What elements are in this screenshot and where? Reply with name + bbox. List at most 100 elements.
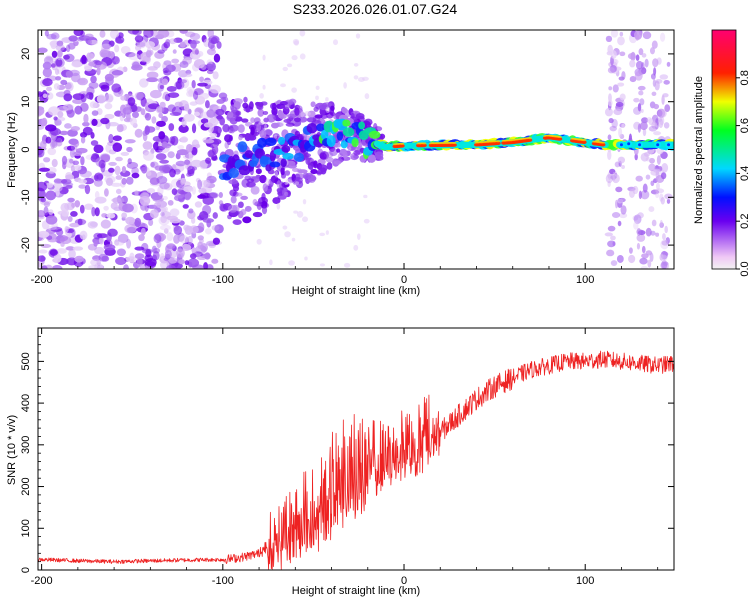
spectrogram-cell xyxy=(104,93,114,103)
spectrogram-cell xyxy=(53,83,60,91)
spectrogram-cell xyxy=(265,164,272,172)
spectrogram-cell xyxy=(639,121,648,131)
spectrogram-x-tick-label: -100 xyxy=(212,274,234,286)
spectrogram-cell xyxy=(190,159,203,168)
spectrogram-cell xyxy=(212,71,219,80)
spectrogram-x-tick-label: -200 xyxy=(31,274,53,286)
spectrogram-cell xyxy=(38,230,50,238)
spectrogram-cell xyxy=(167,151,175,159)
snr-y-tick-label: 0 xyxy=(20,567,32,573)
spectrogram-cell xyxy=(112,196,125,204)
spectrogram-cell xyxy=(255,101,263,110)
spectrogram-cell xyxy=(633,106,642,115)
spectrogram-cell xyxy=(613,108,623,116)
spectrogram-cell xyxy=(617,156,626,164)
spectrogram-cell xyxy=(96,94,106,104)
spectrogram-cell xyxy=(134,128,143,138)
spectrogram-cell xyxy=(243,106,254,113)
spectrogram-cell xyxy=(645,227,652,237)
spectrogram-cell xyxy=(650,230,656,236)
spectrogram-cell xyxy=(232,98,243,105)
spectrogram-cell xyxy=(204,228,212,235)
spectrogram-cell xyxy=(43,56,54,65)
spectrogram-cell xyxy=(182,204,189,209)
spectrogram-cell xyxy=(107,122,119,127)
spectrogram-cell xyxy=(70,144,78,151)
spectrogram-cell xyxy=(159,182,170,190)
spectrogram-cell xyxy=(194,201,203,208)
spectrogram-cell xyxy=(605,174,613,184)
spectrogram-cell xyxy=(202,218,215,223)
spectrogram-cell xyxy=(610,260,618,266)
spectrogram-cell xyxy=(289,98,297,105)
spectrogram-cell xyxy=(38,190,47,199)
spectrogram-cell xyxy=(293,210,299,214)
spectrogram-cell xyxy=(259,174,267,184)
spectrogram-cell xyxy=(114,110,123,117)
spectrogram-cell xyxy=(157,77,164,83)
spectrogram-cell xyxy=(60,202,70,212)
spectrogram-cell xyxy=(600,141,605,144)
spectrogram-cell xyxy=(650,189,660,195)
spectrogram-cell xyxy=(114,36,125,44)
spectrogram-cell xyxy=(122,203,134,213)
spectrogram-cell xyxy=(288,260,295,266)
spectrogram-cell xyxy=(179,60,189,69)
spectrogram-cell xyxy=(375,155,381,161)
spectrogram-cell xyxy=(313,160,318,169)
spectrogram-x-tick-label: 100 xyxy=(576,274,594,286)
spectrogram-cell xyxy=(91,118,98,127)
spectrogram-cell xyxy=(250,126,255,136)
spectrogram-cell xyxy=(632,215,639,221)
spectrogram-cell xyxy=(607,67,615,74)
spectrogram-cell xyxy=(93,178,103,187)
spectrogram-cell xyxy=(296,211,304,218)
spectrogram-cell xyxy=(315,95,319,100)
spectrogram-cell xyxy=(252,211,263,218)
spectrogram-cell xyxy=(282,225,288,230)
spectrogram-cell xyxy=(72,98,84,104)
spectrogram-cell xyxy=(161,195,168,201)
spectrogram-cell xyxy=(45,190,57,201)
spectrogram-cell xyxy=(197,82,208,87)
spectrogram-cell xyxy=(131,172,140,179)
spectrogram-cell xyxy=(168,123,175,131)
spectrogram-cell xyxy=(320,129,329,141)
spectrogram-cell xyxy=(636,242,641,250)
spectrogram-cell xyxy=(227,204,238,213)
spectrogram-cell xyxy=(605,35,613,43)
spectrogram-cell xyxy=(262,84,266,90)
spectrogram-cell xyxy=(214,224,224,234)
spectrogram-cell xyxy=(666,198,671,204)
spectrogram-cell xyxy=(72,160,80,166)
spectrogram-cell xyxy=(611,212,621,219)
spectrogram-cell xyxy=(630,51,636,62)
spectrogram-cell xyxy=(302,216,308,223)
spectrogram-cell xyxy=(304,111,311,117)
spectrogram-cell xyxy=(154,232,167,242)
spectrogram-cell xyxy=(63,93,73,102)
spectrogram-cell xyxy=(43,157,51,163)
spectrogram-cell xyxy=(79,170,92,178)
spectrogram-cell xyxy=(198,187,207,194)
spectrogram-cell xyxy=(612,84,619,93)
spectrogram-cell xyxy=(619,51,626,57)
spectrogram-cell xyxy=(621,71,626,80)
spectrogram-cell xyxy=(65,174,75,180)
spectrogram-cell xyxy=(167,92,180,99)
spectrogram-cell xyxy=(203,122,214,128)
spectrogram-cell xyxy=(228,179,239,185)
spectrogram-cell xyxy=(144,102,150,112)
spectrogram-cell xyxy=(91,110,99,116)
spectrogram-cell xyxy=(125,216,136,225)
spectrogram-cell xyxy=(88,81,99,89)
spectrogram-cell xyxy=(207,30,215,39)
spectrogram-cell xyxy=(96,233,108,239)
spectrogram-cell xyxy=(127,97,136,106)
spectrogram-cell xyxy=(310,101,316,108)
spectrogram-cell xyxy=(45,124,57,132)
spectrogram-cell xyxy=(266,114,276,123)
spectrogram-cell xyxy=(215,108,225,116)
spectrogram-cell xyxy=(261,206,268,215)
spectrogram-cell xyxy=(55,44,65,52)
